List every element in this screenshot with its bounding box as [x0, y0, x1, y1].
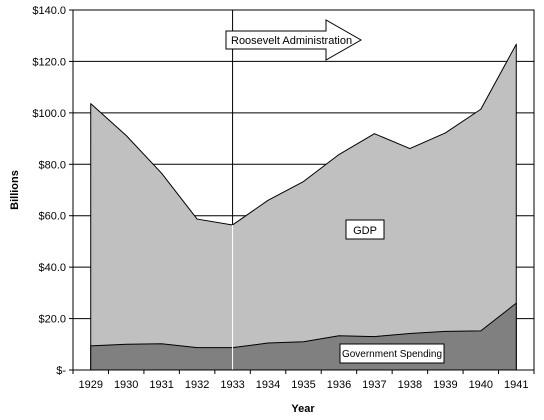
x-tick-label-1940: 1940: [469, 379, 493, 391]
x-tick-label-1935: 1935: [291, 379, 315, 391]
x-tick-label-1937: 1937: [362, 379, 386, 391]
x-tick-label-1933: 1933: [220, 379, 244, 391]
y-axis-title: Billions: [9, 170, 21, 210]
x-tick-label-1936: 1936: [327, 379, 351, 391]
x-tick-label-1929: 1929: [78, 379, 102, 391]
x-tick-label-1939: 1939: [433, 379, 457, 391]
roosevelt-administration-arrow: Roosevelt Administration: [225, 19, 363, 61]
area-gdp: [90, 43, 517, 371]
y-tick-label-100: $100.0: [32, 108, 66, 120]
y-tick-label-60: $60.0: [38, 211, 66, 223]
government-spending-label-box: Government Spending: [339, 343, 445, 364]
gdp-label-box: GDP: [345, 219, 385, 240]
x-tick-label-1930: 1930: [114, 379, 138, 391]
x-tick-label-1931: 1931: [149, 379, 173, 391]
gdp-label: GDP: [353, 225, 377, 237]
x-tick-label-1938: 1938: [398, 379, 422, 391]
x-tick-labels: 1929 1930 1931 1932 1933 1934 1935 1936 1937 1938…: [72, 370, 535, 391]
y-tick-label-20: $20.0: [38, 314, 66, 326]
plot-frame: [72, 9, 535, 371]
x-tick-label-1934: 1934: [256, 379, 280, 391]
plot-border: [72, 9, 535, 371]
x-tick-label-1941: 1941: [504, 379, 528, 391]
y-tick-label-0: $-: [56, 365, 66, 377]
y-tick-label-120: $120.0: [32, 56, 66, 68]
x-tick-label-1932: 1932: [185, 379, 209, 391]
government-spending-label: Government Spending: [342, 349, 442, 360]
y-tick-label-140: $140.0: [32, 5, 66, 17]
roosevelt-administration-label: Roosevelt Administration: [231, 35, 352, 47]
y-tick-label-80: $80.0: [38, 159, 66, 171]
y-tick-label-40: $40.0: [38, 262, 66, 274]
x-axis-title: Year: [291, 403, 315, 415]
y-tick-labels: $- $20.0 $40.0 $60.0 $80.0 $100.0 $120.0 $140.0: [32, 5, 73, 377]
